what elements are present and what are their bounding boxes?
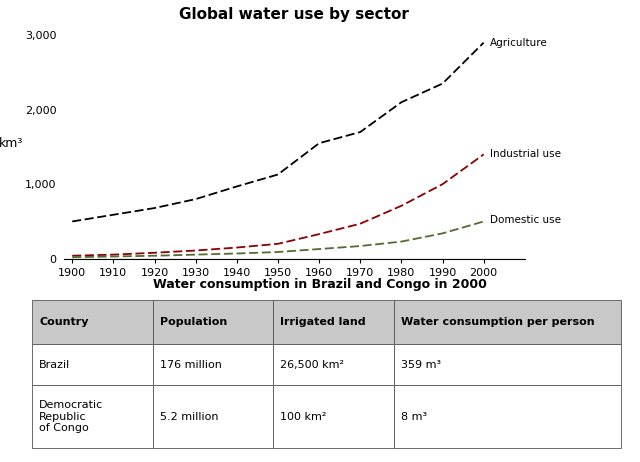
- Title: Global water use by sector: Global water use by sector: [179, 7, 410, 22]
- Bar: [394, 344, 621, 385]
- Bar: [394, 385, 621, 448]
- Text: Agriculture: Agriculture: [490, 37, 548, 48]
- Bar: [273, 385, 394, 448]
- Text: 8 m³: 8 m³: [401, 412, 428, 421]
- Bar: [153, 344, 273, 385]
- Text: Water consumption in Brazil and Congo in 2000: Water consumption in Brazil and Congo in…: [153, 278, 487, 291]
- Bar: [153, 385, 273, 448]
- Text: Irrigated land: Irrigated land: [280, 317, 366, 327]
- Text: Democratic
Republic
of Congo: Democratic Republic of Congo: [39, 400, 103, 433]
- Text: Country: Country: [39, 317, 88, 327]
- Text: Brazil: Brazil: [39, 360, 70, 370]
- Text: 100 km²: 100 km²: [280, 412, 327, 421]
- Bar: [32, 344, 153, 385]
- Bar: [394, 300, 621, 344]
- Text: Water consumption per person: Water consumption per person: [401, 317, 595, 327]
- Bar: [32, 385, 153, 448]
- Text: 359 m³: 359 m³: [401, 360, 442, 370]
- Text: 26,500 km²: 26,500 km²: [280, 360, 344, 370]
- Text: 176 million: 176 million: [160, 360, 221, 370]
- Text: Domestic use: Domestic use: [490, 215, 561, 225]
- Bar: [273, 344, 394, 385]
- Bar: [273, 300, 394, 344]
- Bar: [32, 300, 153, 344]
- Y-axis label: km³: km³: [0, 137, 23, 150]
- Text: 5.2 million: 5.2 million: [160, 412, 218, 421]
- Text: Industrial use: Industrial use: [490, 149, 561, 159]
- Text: Population: Population: [160, 317, 227, 327]
- Bar: [153, 300, 273, 344]
